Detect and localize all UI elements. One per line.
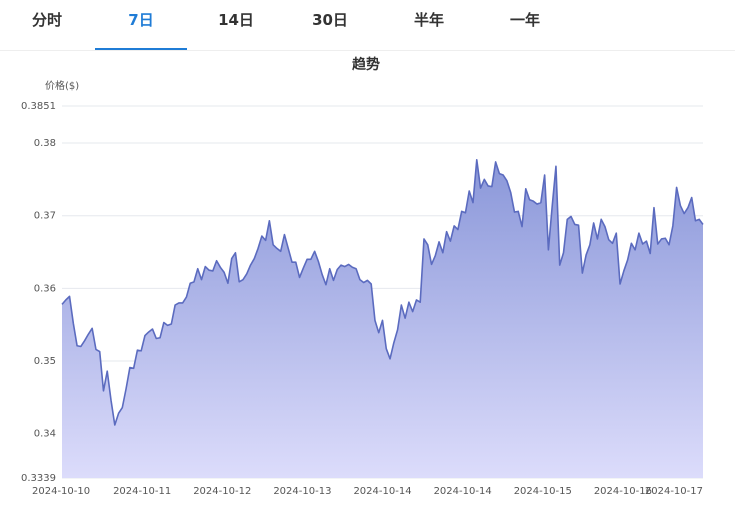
tab-intraday[interactable]: 分时 <box>31 11 62 29</box>
x-tick-label: 2024-10-13 <box>273 486 331 497</box>
x-tick-label: 2024-10-17 <box>645 486 703 497</box>
x-tick-label: 2024-10-14 <box>434 486 492 497</box>
x-tick-label: 2024-10-11 <box>113 486 171 497</box>
y-tick-label: 0.35 <box>34 356 56 367</box>
y-tick-label: 0.38 <box>34 138 56 149</box>
y-axis-ticks: 0.3339 0.34 0.35 0.36 0.37 0.38 0.3851 <box>21 101 56 484</box>
chart-title: 趋势 <box>352 56 380 73</box>
tab-7-day[interactable]: 7日 <box>128 11 154 29</box>
price-area-fill <box>62 159 703 478</box>
x-tick-label: 2024-10-15 <box>514 486 572 497</box>
y-tick-label: 0.34 <box>34 429 56 440</box>
y-tick-label: 0.36 <box>34 283 56 294</box>
x-tick-label: 2024-10-16 <box>594 486 652 497</box>
period-tab-bar: 分时 7日 14日 30日 半年 一年 <box>0 0 735 51</box>
x-tick-label: 2024-10-12 <box>193 486 251 497</box>
y-axis-label: 价格($) <box>45 79 79 92</box>
y-tick-label: 0.37 <box>34 211 56 222</box>
price-series-line <box>61 158 704 426</box>
area-series <box>61 158 704 478</box>
x-tick-label: 2024-10-14 <box>353 486 411 497</box>
y-tick-label: 0.3851 <box>21 101 56 112</box>
tab-14-day[interactable]: 14日 <box>218 11 254 29</box>
tab-30-day[interactable]: 30日 <box>312 11 348 29</box>
y-tick-label: 0.3339 <box>21 473 56 484</box>
tab-one-year[interactable]: 一年 <box>509 11 540 29</box>
x-axis-ticks: 2024-10-10 2024-10-11 2024-10-12 2024-10-13… <box>32 486 703 497</box>
active-tab-indicator <box>95 48 187 50</box>
tab-half-year[interactable]: 半年 <box>413 11 444 29</box>
x-tick-label: 2024-10-10 <box>32 486 90 497</box>
